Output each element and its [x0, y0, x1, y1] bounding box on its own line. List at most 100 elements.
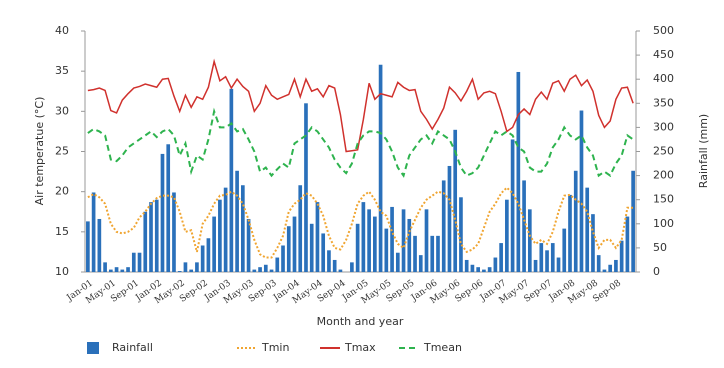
bar — [487, 267, 492, 272]
bar — [258, 267, 262, 272]
legend-label: Rainfall — [112, 341, 153, 354]
bar — [447, 165, 452, 272]
bar — [470, 264, 475, 272]
bar — [499, 243, 503, 272]
y2-axis-label: Rainfall (mm) — [697, 114, 710, 188]
legend-swatch — [87, 342, 99, 354]
bar — [97, 218, 102, 272]
bar — [120, 269, 125, 272]
bar — [166, 144, 171, 272]
bar — [407, 218, 412, 272]
bar — [126, 267, 130, 272]
y2-tick-label: 100 — [653, 217, 674, 230]
bar — [539, 243, 544, 272]
bar — [327, 250, 331, 272]
bar — [430, 235, 435, 272]
bar — [585, 187, 590, 272]
bar — [275, 257, 280, 272]
bar — [390, 206, 394, 272]
bar — [631, 170, 635, 272]
bar — [602, 269, 607, 272]
bar — [108, 269, 113, 272]
bar — [436, 235, 440, 272]
bar — [149, 202, 153, 272]
bar — [177, 271, 182, 272]
bar — [625, 216, 630, 272]
bar — [413, 235, 417, 272]
bar — [556, 257, 561, 272]
bar — [143, 211, 148, 272]
bar — [338, 269, 343, 272]
bar — [522, 180, 526, 272]
bar — [505, 199, 509, 272]
bar — [367, 209, 371, 272]
y-tick-label: 10 — [55, 265, 69, 278]
bar — [321, 233, 326, 272]
bar — [246, 218, 251, 272]
bar — [114, 267, 119, 272]
bar — [424, 209, 429, 272]
line — [87, 107, 634, 178]
bar — [304, 103, 308, 272]
bar — [154, 199, 159, 272]
bar — [453, 129, 458, 272]
bar — [195, 262, 199, 272]
bar — [200, 245, 205, 272]
y-tick-label: 40 — [55, 24, 69, 37]
bar — [172, 192, 176, 272]
y-tick-label: 15 — [55, 225, 69, 238]
bar — [252, 269, 257, 272]
bar — [131, 252, 136, 272]
bar — [441, 180, 446, 272]
bar — [86, 221, 90, 272]
bar — [568, 194, 572, 272]
bar — [281, 245, 285, 272]
bar — [361, 202, 366, 272]
y2-tick-label: 300 — [653, 120, 674, 133]
bar — [614, 259, 618, 272]
bar — [464, 259, 469, 272]
bar — [562, 228, 567, 272]
bar — [619, 240, 624, 272]
bar — [384, 228, 389, 272]
bar — [269, 269, 274, 272]
y-tick-label: 25 — [55, 145, 69, 158]
y2-tick-label: 400 — [653, 72, 674, 85]
bar — [218, 199, 222, 272]
bar — [160, 153, 165, 272]
y-axis-label: Air temperatue (°C) — [33, 97, 46, 206]
bar — [183, 262, 188, 272]
bar — [418, 255, 423, 272]
bar — [292, 216, 297, 272]
legend-label: Tmean — [423, 341, 462, 354]
bar — [608, 264, 613, 272]
line — [87, 186, 634, 259]
bar — [212, 216, 216, 272]
x-axis-label: Month and year — [317, 315, 404, 328]
y2-tick-label: 150 — [653, 193, 674, 206]
bar — [309, 223, 314, 272]
bar — [235, 170, 239, 272]
bar — [103, 262, 107, 272]
y2-tick-label: 350 — [653, 96, 674, 109]
bar — [241, 185, 245, 272]
y2-tick-label: 200 — [653, 169, 674, 182]
y2-tick-label: 250 — [653, 145, 674, 158]
bar — [510, 139, 515, 272]
y2-tick-label: 50 — [653, 241, 667, 254]
y2-tick-label: 450 — [653, 48, 674, 61]
bar — [401, 209, 406, 272]
bar — [378, 64, 383, 273]
bar — [527, 209, 532, 272]
legend-label: Tmax — [344, 341, 376, 354]
bar — [206, 238, 211, 272]
bar — [516, 71, 521, 272]
bar — [332, 259, 337, 272]
bar — [91, 192, 96, 272]
bar — [189, 269, 194, 272]
bar — [373, 216, 377, 272]
bar — [395, 252, 400, 272]
bar — [545, 250, 549, 272]
bar — [263, 264, 268, 272]
